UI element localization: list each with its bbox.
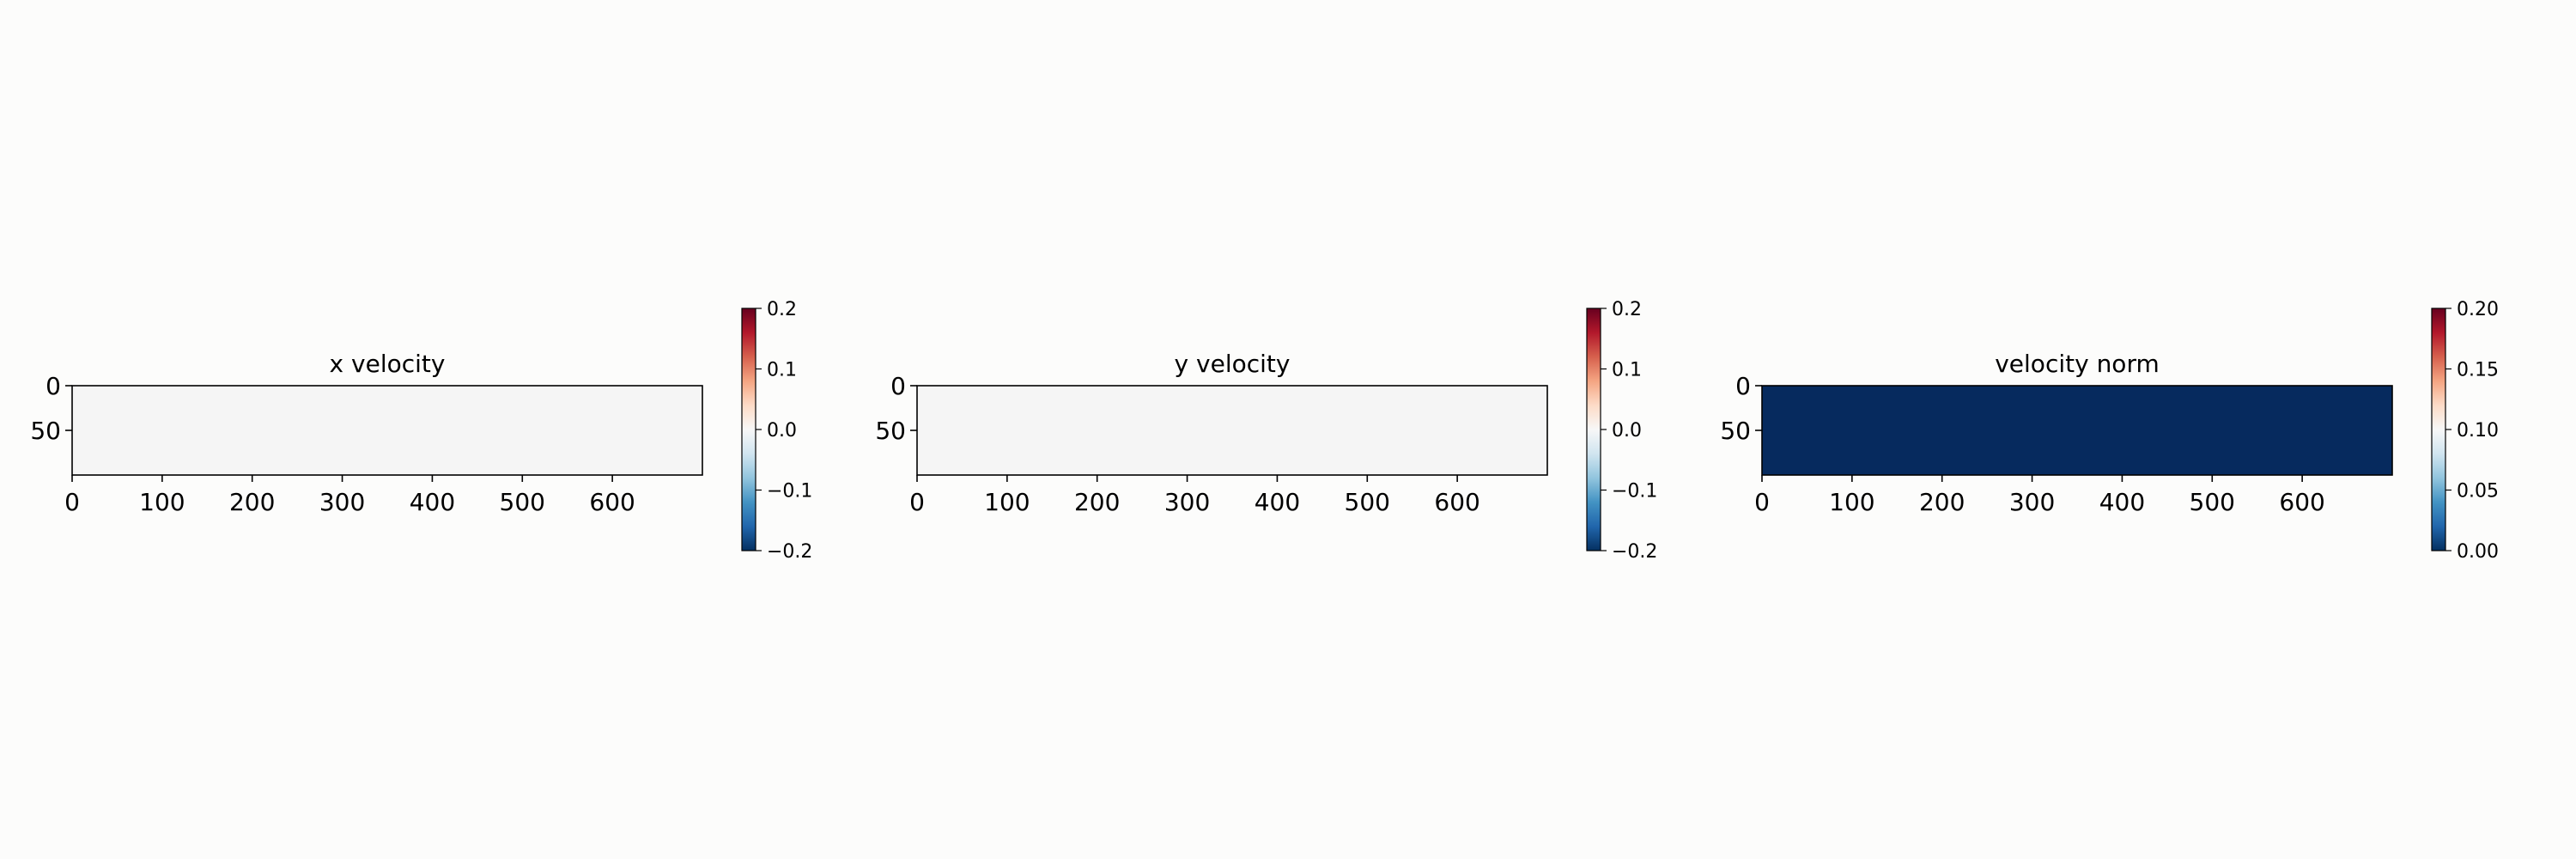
x-tick-label: 200 — [229, 488, 275, 516]
colorbar — [2432, 308, 2445, 551]
x-tick-label: 400 — [2099, 488, 2145, 516]
y-tick-label: 50 — [1720, 417, 1751, 445]
colorbar-tick-label: 0.20 — [2457, 299, 2499, 320]
colorbar-tick-label: 0.00 — [2457, 541, 2499, 563]
x-tick-label: 0 — [1754, 488, 1770, 516]
heatmap-field — [917, 386, 1547, 475]
x-tick-label: 300 — [2009, 488, 2055, 516]
colorbar-tick-label: 0.0 — [1612, 420, 1642, 442]
colorbar-tick-label: 0.05 — [2457, 481, 2499, 503]
heatmap-field — [1762, 386, 2392, 475]
colorbar — [1587, 308, 1601, 551]
x-tick-label: 100 — [139, 488, 185, 516]
x-tick-label: 600 — [1434, 488, 1479, 516]
subplot-title: y velocity — [1175, 350, 1291, 378]
subplot-title: velocity norm — [1995, 350, 2160, 378]
x-tick-label: 200 — [1919, 488, 1965, 516]
x-tick-label: 100 — [984, 488, 1030, 516]
colorbar-tick-label: 0.1 — [1612, 360, 1642, 381]
colorbar-tick-label: 0.2 — [767, 299, 797, 320]
subplot-3: velocity norm 0 100 200 300 400 500 600 0 50 0.20 0… — [1720, 299, 2499, 563]
colorbar-tick-label: −0.1 — [1612, 481, 1657, 503]
colorbar-tick-label: 0.15 — [2457, 360, 2499, 381]
colorbar-tick-label: −0.1 — [767, 481, 812, 503]
x-tick-label: 500 — [1345, 488, 1390, 516]
subplot-1: x velocity 0 100 200 300 400 500 600 0 50 0.2 0.1 0.… — [30, 299, 812, 563]
x-tick-label: 400 — [410, 488, 455, 516]
y-tick-label: 50 — [30, 417, 61, 445]
y-tick-label: 0 — [890, 372, 906, 400]
heatmap-field — [72, 386, 702, 475]
x-tick-label: 100 — [1829, 488, 1874, 516]
colorbar-tick-label: 0.1 — [767, 360, 797, 381]
colorbar-tick-label: 0.10 — [2457, 420, 2499, 442]
x-tick-label: 300 — [1164, 488, 1210, 516]
colorbar-tick-label: 0.2 — [1612, 299, 1642, 320]
subplot-2: y velocity 0 100 200 300 400 500 600 0 50 0.2 0.1 0.… — [875, 299, 1657, 563]
y-tick-label: 0 — [46, 372, 61, 400]
x-tick-label: 0 — [64, 488, 80, 516]
x-tick-label: 500 — [500, 488, 545, 516]
x-tick-label: 200 — [1074, 488, 1120, 516]
y-tick-label: 50 — [875, 417, 906, 445]
x-tick-label: 400 — [1255, 488, 1300, 516]
x-tick-label: 600 — [2279, 488, 2324, 516]
colorbar-tick-label: −0.2 — [1612, 541, 1657, 563]
x-tick-label: 600 — [589, 488, 635, 516]
colorbar — [742, 308, 756, 551]
y-tick-label: 0 — [1735, 372, 1751, 400]
colorbar-tick-label: −0.2 — [767, 541, 812, 563]
subplot-title: x velocity — [330, 350, 446, 378]
colorbar-tick-label: 0.0 — [767, 420, 797, 442]
x-tick-label: 0 — [909, 488, 925, 516]
x-tick-label: 500 — [2190, 488, 2235, 516]
x-tick-label: 300 — [319, 488, 365, 516]
